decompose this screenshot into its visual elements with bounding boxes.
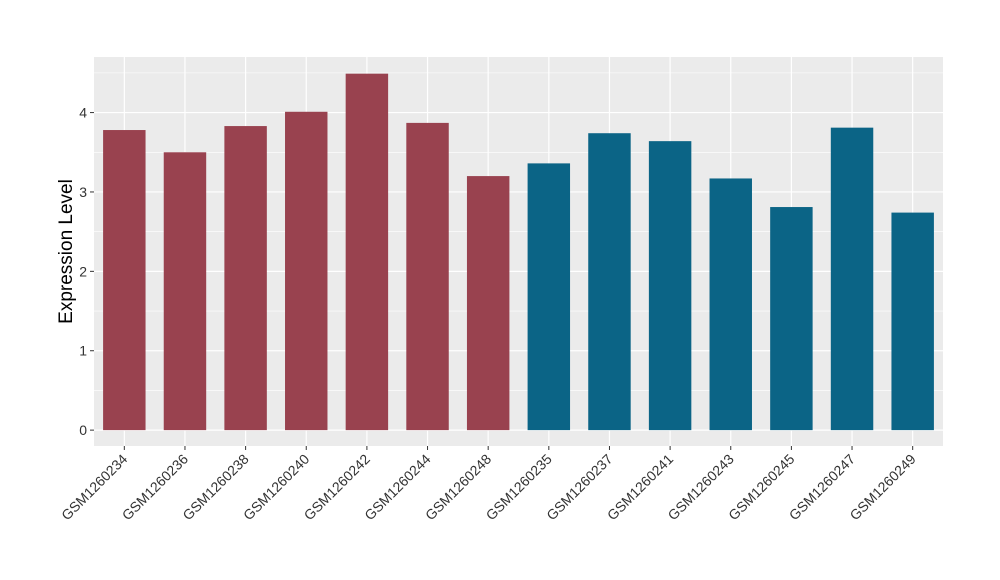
bars (103, 73, 934, 431)
bar-GSM1260236 (163, 152, 207, 431)
plot-panel (94, 57, 943, 446)
y-axis-title: Expression Level (56, 179, 77, 324)
x-axis: GSM1260234GSM1260236GSM1260238GSM1260240… (58, 446, 919, 523)
bar-GSM1260242 (345, 73, 389, 431)
y-tick-label: 0 (79, 422, 87, 438)
y-tick-label: 1 (79, 343, 87, 359)
bar-GSM1260248 (466, 176, 510, 431)
bar-GSM1260240 (285, 111, 328, 431)
bar-GSM1260234 (103, 130, 146, 431)
bar-GSM1260245 (770, 207, 813, 431)
bar-GSM1260249 (891, 212, 934, 431)
bar-GSM1260243 (709, 178, 752, 431)
bar-GSM1260235 (527, 163, 571, 431)
y-tick-label: 4 (79, 105, 87, 121)
y-axis: 0 1 2 3 4 (79, 105, 94, 438)
bar-GSM1260238 (224, 126, 267, 431)
bar-GSM1260241 (648, 141, 692, 431)
bar-GSM1260237 (588, 133, 631, 431)
bar-GSM1260244 (406, 122, 449, 431)
bar-GSM1260247 (830, 127, 874, 431)
y-tick-label: 3 (79, 184, 87, 200)
y-tick-label: 2 (79, 263, 87, 279)
